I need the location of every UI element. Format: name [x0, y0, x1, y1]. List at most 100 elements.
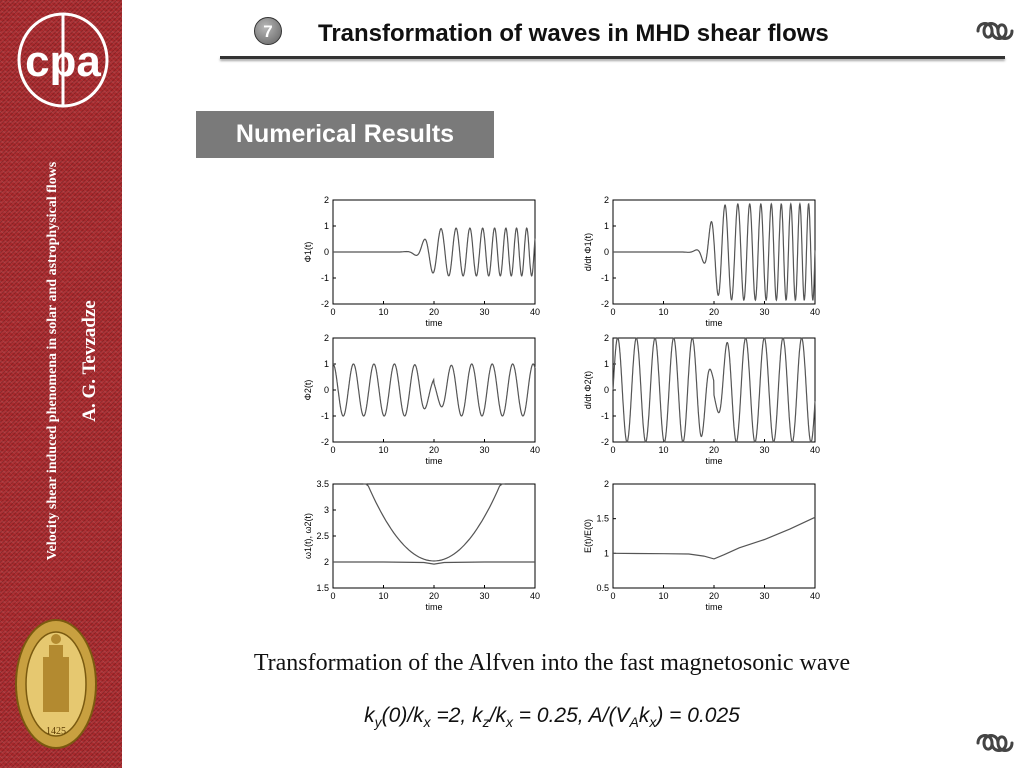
plot-dphi2: 0 10 20 30 40 -2 -1 0 1 2 time d/dt Φ2(t) — [583, 333, 820, 466]
y-tick-label: 1 — [324, 221, 329, 231]
x-tick-label: 20 — [709, 445, 719, 455]
y-tick-label: -2 — [601, 437, 609, 447]
y-tick-label: 2 — [604, 333, 609, 343]
y-tick-label: -2 — [601, 299, 609, 309]
plot-frame — [332, 337, 536, 443]
series-line — [613, 201, 816, 302]
slide-number-badge: 7 — [254, 17, 282, 45]
y-axis-label: d/dt Φ2(t) — [583, 371, 593, 409]
x-tick-label: 10 — [378, 307, 388, 317]
parameter-formula: ky(0)/kx =2, kz/kx = 0.25, A/(VAkx) = 0.… — [364, 704, 740, 731]
cpa-logo: cpa — [17, 12, 109, 108]
x-tick-label: 40 — [810, 591, 820, 601]
y-tick-label: -1 — [601, 411, 609, 421]
plot-energy: 0 10 20 30 40 0.5 1 1.5 2 time E(t)/E(0) — [583, 479, 820, 612]
y-tick-label: 1.5 — [596, 514, 609, 524]
y-axis-label: E(t)/E(0) — [583, 519, 593, 553]
figure-caption: Transformation of the Alfven into the fa… — [253, 650, 851, 676]
university-seal-icon: 1425 — [15, 619, 97, 749]
x-tick-label: 40 — [810, 307, 820, 317]
sidebar-author: A. G. Tevzadze — [79, 300, 100, 422]
y-axis-label: d/dt Φ1(t) — [583, 233, 593, 271]
ornament-scroll-icon — [976, 22, 1014, 40]
x-tick-label: 0 — [330, 307, 335, 317]
slide-title: Transformation of waves in MHD shear flo… — [318, 20, 829, 47]
y-tick-label: 2 — [324, 195, 329, 205]
x-tick-label: 10 — [658, 445, 668, 455]
x-tick-label: 20 — [709, 591, 719, 601]
y-tick-label: -2 — [321, 437, 329, 447]
x-tick-label: 30 — [479, 591, 489, 601]
series-line — [612, 337, 816, 443]
x-tick-label: 20 — [429, 445, 439, 455]
x-axis-label: time — [425, 318, 442, 328]
x-tick-label: 0 — [610, 445, 615, 455]
y-tick-label: 2 — [604, 479, 609, 489]
y-tick-label: -1 — [321, 273, 329, 283]
y-tick-label: -1 — [601, 273, 609, 283]
x-tick-label: 20 — [429, 307, 439, 317]
y-tick-label: 0 — [604, 247, 609, 257]
y-tick-label: 1 — [604, 221, 609, 231]
x-tick-label: 40 — [810, 445, 820, 455]
x-axis-label: time — [425, 456, 442, 466]
x-axis-label: time — [425, 602, 442, 612]
plot-dphi1: 0 10 20 30 40 -2 -1 0 1 2 time d/dt Φ1(t) — [583, 195, 820, 328]
y-tick-label: 0.5 — [596, 583, 609, 593]
series-line — [333, 227, 536, 277]
sidebar-vertical-title: Velocity shear induced phenomena in sola… — [45, 161, 60, 561]
x-tick-label: 30 — [479, 307, 489, 317]
x-axis-label: time — [705, 456, 722, 466]
series-line — [612, 516, 816, 560]
x-tick-label: 20 — [429, 591, 439, 601]
x-tick-label: 10 — [378, 591, 388, 601]
y-tick-label: 0 — [324, 247, 329, 257]
section-label: Numerical Results — [196, 111, 494, 158]
y-tick-label: 2 — [324, 557, 329, 567]
y-axis-label: Φ2(t) — [303, 380, 313, 401]
y-axis-label: ω1(t), ω2(t) — [303, 513, 313, 559]
x-tick-label: 10 — [658, 307, 668, 317]
y-tick-label: 2 — [604, 195, 609, 205]
y-tick-label: 1 — [324, 359, 329, 369]
x-tick-label: 0 — [330, 445, 335, 455]
ornament-scroll-icon — [976, 734, 1014, 752]
y-tick-label: 0 — [324, 385, 329, 395]
y-tick-label: 3 — [324, 505, 329, 515]
x-axis-label: time — [705, 318, 722, 328]
y-tick-label: -1 — [321, 411, 329, 421]
x-tick-label: 40 — [530, 591, 540, 601]
x-tick-label: 30 — [759, 307, 769, 317]
seal-year: 1425 — [46, 726, 66, 737]
series-line — [363, 483, 505, 562]
y-tick-label: 1 — [604, 359, 609, 369]
y-tick-label: -2 — [321, 299, 329, 309]
x-tick-label: 10 — [658, 591, 668, 601]
logo-text: cpa — [25, 37, 101, 86]
series-line — [332, 363, 536, 417]
y-tick-label: 1.5 — [316, 583, 329, 593]
x-tick-label: 40 — [530, 307, 540, 317]
series-line — [333, 561, 535, 565]
y-tick-label: 2 — [324, 333, 329, 343]
sidebar: cpa Velocity shear induced phenomena in … — [0, 0, 122, 768]
plot-frame — [612, 483, 816, 589]
y-tick-label: 0 — [604, 385, 609, 395]
x-tick-label: 10 — [378, 445, 388, 455]
plot-phi2: 0 10 20 30 40 -2 -1 0 1 2 time Φ2(t) — [303, 333, 540, 466]
y-tick-label: 1 — [604, 548, 609, 558]
x-tick-label: 0 — [330, 591, 335, 601]
x-tick-label: 40 — [530, 445, 540, 455]
plot-phi1: 0 10 20 30 40 -2 -1 0 1 2 time Φ1(t) — [303, 195, 540, 328]
y-tick-label: 3.5 — [316, 479, 329, 489]
x-tick-label: 30 — [759, 445, 769, 455]
y-axis-label: Φ1(t) — [303, 242, 313, 263]
plot-omega: 0 10 20 30 40 1.5 2 2.5 3 3.5 time ω1(t), ω2(t) — [303, 479, 540, 612]
x-tick-label: 0 — [610, 307, 615, 317]
title-underline — [220, 56, 1005, 59]
x-tick-label: 30 — [479, 445, 489, 455]
x-axis-label: time — [705, 602, 722, 612]
x-tick-label: 20 — [709, 307, 719, 317]
y-tick-label: 2.5 — [316, 531, 329, 541]
x-tick-label: 0 — [610, 591, 615, 601]
